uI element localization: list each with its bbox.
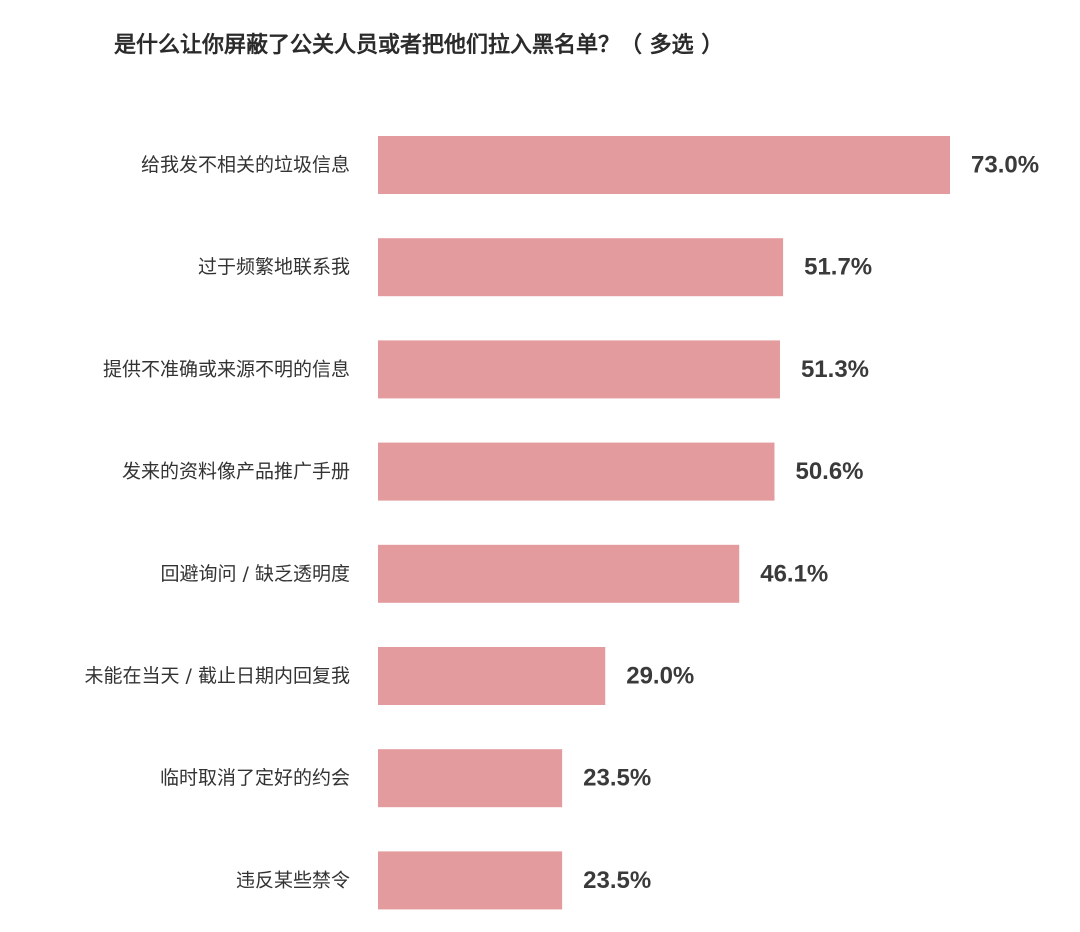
bar-group: 临时取消了定好的约会 23.5% <box>160 749 651 808</box>
category-label: 未能在当天 / 截止日期内回复我 <box>85 665 350 687</box>
value-label: 23.5% <box>583 867 651 894</box>
value-label: 46.1% <box>760 560 828 587</box>
value-label: 51.7% <box>804 254 872 281</box>
bar <box>378 442 775 501</box>
value-label: 51.3% <box>801 356 869 383</box>
bar <box>378 749 563 808</box>
bar-group: 给我发不相关的垃圾信息 73.0% <box>141 136 1039 194</box>
category-label: 回避询问 / 缺乏透明度 <box>161 563 350 585</box>
bars-layer: 给我发不相关的垃圾信息 73.0% 过于频繁地联系我 51.7% 提供不准确或来源不明的… <box>85 136 1039 910</box>
value-label: 73.0% <box>971 152 1039 179</box>
bar <box>378 647 606 705</box>
bar-group: 未能在当天 / 截止日期内回复我 29.0% <box>85 647 694 705</box>
bar <box>378 340 780 399</box>
bar <box>378 136 950 194</box>
bar <box>378 851 563 910</box>
bar <box>378 544 740 603</box>
category-label: 给我发不相关的垃圾信息 <box>141 154 350 176</box>
category-label: 违反某些禁令 <box>236 869 350 891</box>
value-label: 29.0% <box>626 663 694 690</box>
bar-group: 回避询问 / 缺乏透明度 46.1% <box>161 544 828 603</box>
chart-title: 是什么让你屏蔽了公关人员或者把他们拉入黑名单？（ 多选 ） <box>114 32 723 58</box>
value-label: 23.5% <box>583 765 651 792</box>
bar-group: 违反某些禁令 23.5% <box>236 851 651 910</box>
bar <box>378 238 784 297</box>
category-label: 发来的资料像产品推广手册 <box>122 461 350 483</box>
category-label: 临时取消了定好的约会 <box>160 767 350 789</box>
bar-group: 发来的资料像产品推广手册 50.6% <box>122 442 864 501</box>
value-label: 50.6% <box>795 458 863 485</box>
bar-group: 提供不准确或来源不明的信息 51.3% <box>103 340 869 399</box>
category-label: 过于频繁地联系我 <box>198 256 350 278</box>
bar-group: 过于频繁地联系我 51.7% <box>198 238 872 297</box>
category-label: 提供不准确或来源不明的信息 <box>103 358 350 380</box>
